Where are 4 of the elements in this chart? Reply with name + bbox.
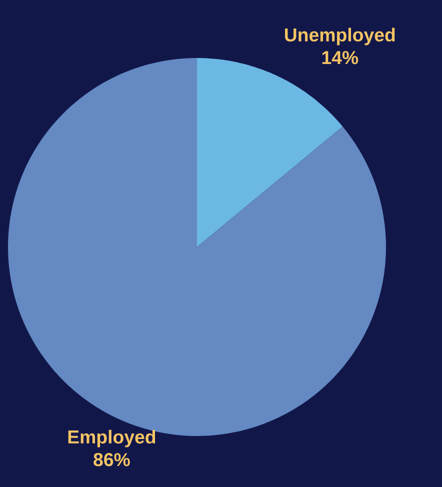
slice-label: Unemployed — [285, 28, 395, 46]
data-label: 86% — [94, 453, 130, 466]
slice-label: Employed — [68, 430, 156, 448]
data-label: 14% — [322, 51, 358, 64]
